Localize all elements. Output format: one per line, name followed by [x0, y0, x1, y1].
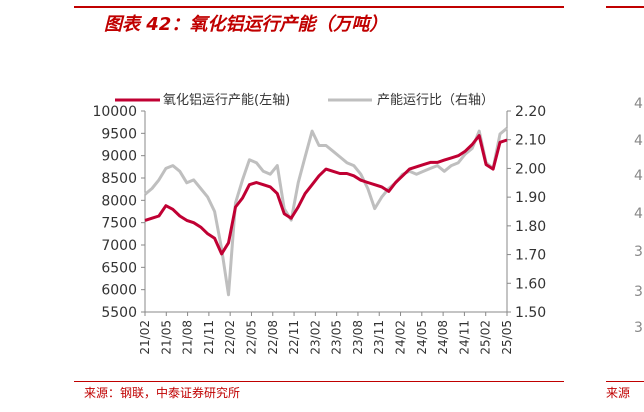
left-tick-label: 8000	[101, 193, 137, 209]
adjacent-panel-tick: 3	[634, 320, 643, 336]
series-line-utilization	[144, 127, 508, 297]
x-tick-label: 23/02	[308, 320, 322, 355]
left-tick-label: 7000	[101, 238, 137, 254]
x-tick-label: 24/08	[436, 320, 450, 355]
right-tick-label: 2.00	[515, 161, 546, 177]
left-tick-label: 6000	[101, 283, 137, 299]
x-tick-label: 25/05	[500, 320, 514, 355]
legend-label-utilization: 产能运行比（右轴）	[377, 93, 494, 108]
top-rule	[74, 6, 564, 8]
left-tick-label: 7500	[101, 216, 137, 232]
source-note: 来源：钢联，中泰证券研究所	[84, 386, 241, 400]
x-tick-label: 21/08	[181, 320, 195, 355]
top-rule-right	[606, 6, 644, 8]
x-tick-label: 24/02	[394, 320, 408, 355]
left-tick-label: 8500	[101, 171, 137, 187]
right-tick-label: 1.60	[515, 276, 546, 292]
x-tick-label: 21/02	[138, 320, 152, 355]
adjacent-panel-tick: 4	[634, 96, 643, 112]
right-tick-label: 1.90	[515, 190, 546, 206]
left-tick-label: 6500	[101, 260, 137, 276]
x-tick-label: 23/11	[372, 320, 386, 355]
adjacent-panel-tick: 4	[634, 168, 643, 184]
right-tick-label: 1.70	[515, 248, 546, 264]
source-note-right: 来源	[606, 386, 631, 400]
x-tick-label: 21/11	[202, 320, 216, 355]
x-tick-label: 24/05	[415, 320, 429, 355]
legend-label-capacity: 氧化铝运行产能(左轴)	[163, 93, 290, 108]
x-tick-label: 23/05	[330, 320, 344, 355]
right-tick-label: 1.50	[515, 305, 546, 321]
adjacent-panel-tick: 3	[634, 284, 643, 300]
x-tick-label: 22/05	[244, 320, 258, 355]
left-tick-label: 9000	[101, 149, 137, 165]
right-tick-label: 2.20	[515, 104, 546, 120]
adjacent-panel-tick: 3	[634, 244, 643, 260]
figure-title: 图表 42：氧化铝运行产能（万吨）	[104, 14, 388, 35]
adjacent-panel-tick: 4	[634, 133, 643, 149]
right-tick-label: 2.10	[515, 133, 546, 149]
right-tick-label: 1.80	[515, 219, 546, 235]
x-tick-label: 22/08	[266, 320, 280, 355]
x-tick-label: 22/02	[223, 320, 237, 355]
x-tick-label: 21/05	[159, 320, 173, 355]
series-line-capacity	[144, 134, 508, 256]
left-tick-label: 10000	[92, 104, 137, 120]
left-tick-label: 9500	[101, 126, 137, 142]
x-tick-label: 25/02	[479, 320, 493, 355]
x-tick-label: 24/11	[457, 320, 471, 355]
x-tick-label: 23/08	[351, 320, 365, 355]
x-tick-label: 22/11	[287, 320, 301, 355]
bottom-rule	[74, 381, 564, 382]
adjacent-panel-tick: 4	[634, 206, 643, 222]
bottom-rule-right	[606, 381, 644, 382]
left-tick-label: 5500	[101, 305, 137, 321]
